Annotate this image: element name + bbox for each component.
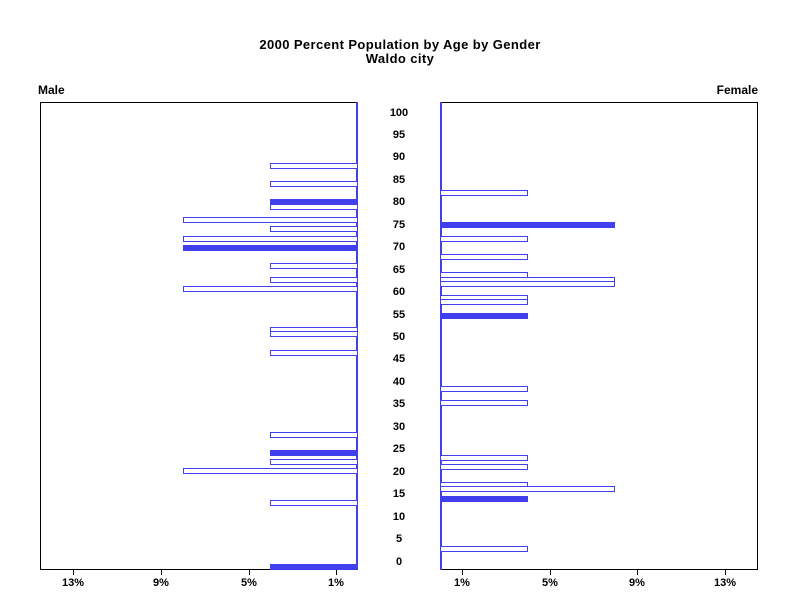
age-tick-label-50: 50 [392,331,406,343]
age-tick-label-35: 35 [392,398,406,410]
male-bar-age-0 [270,564,358,570]
left-tick-label-9%: 9% [153,577,169,589]
male-bar-age-84 [270,181,358,187]
female-bar-age-55 [440,313,528,319]
male-bar-age-76 [183,217,358,223]
female-bar-age-24 [440,455,528,461]
right-tick-label-13%: 13% [713,577,737,589]
left-tick-5% [249,570,250,575]
age-tick-label-95: 95 [392,129,406,141]
female-bar-age-62 [440,281,615,287]
male-bar-age-21 [183,468,358,474]
age-tick-label-5: 5 [395,533,403,545]
female-bar-age-22 [440,464,528,470]
female-bar-age-75 [440,222,615,228]
male-bar-age-29 [270,432,358,438]
left-tick-13% [73,570,74,575]
female-panel-label: Female [716,83,758,97]
right-tick-label-1%: 1% [454,577,470,589]
right-tick-1% [462,570,463,575]
chart-title: 2000 Percent Population by Age by Gender… [0,38,800,66]
age-tick-label-25: 25 [392,443,406,455]
male-bar-age-72 [183,236,358,242]
age-tick-label-0: 0 [395,556,403,568]
age-tick-label-100: 100 [389,107,409,119]
age-tick-label-45: 45 [392,353,406,365]
age-tick-label-15: 15 [392,488,406,500]
female-bar-age-15 [440,496,528,502]
age-tick-label-70: 70 [392,241,406,253]
age-tick-label-65: 65 [392,264,406,276]
male-bar-age-88 [270,163,358,169]
right-tick-13% [725,570,726,575]
left-tick-label-13%: 13% [61,577,85,589]
right-tick-9% [637,570,638,575]
age-tick-label-30: 30 [392,421,406,433]
female-bar-age-68 [440,254,528,260]
left-tick-9% [161,570,162,575]
male-bar-age-63 [270,277,358,283]
age-tick-label-40: 40 [392,376,406,388]
female-plot-panel [440,102,758,570]
male-bar-age-47 [270,350,358,356]
female-bar-age-17 [440,486,615,492]
male-bar-age-23 [270,459,358,465]
male-bar-age-25 [270,450,358,456]
right-tick-5% [550,570,551,575]
chart-title-line2: Waldo city [365,51,435,66]
female-bar-age-82 [440,190,528,196]
right-tick-label-5%: 5% [542,577,558,589]
male-panel-label: Male [38,83,65,97]
age-tick-label-60: 60 [392,286,406,298]
age-tick-label-75: 75 [392,219,406,231]
age-tick-label-80: 80 [392,196,406,208]
age-tick-label-55: 55 [392,309,406,321]
male-bar-age-14 [270,500,358,506]
age-tick-label-20: 20 [392,466,406,478]
age-tick-label-10: 10 [392,511,406,523]
left-tick-label-1%: 1% [328,577,344,589]
female-bar-age-72 [440,236,528,242]
chart-title-line1: 2000 Percent Population by Age by Gender [259,37,541,52]
female-inner-axis-line [440,102,442,570]
left-tick-1% [336,570,337,575]
age-tick-label-90: 90 [392,151,406,163]
male-bar-age-79 [270,204,358,210]
female-bar-age-4 [440,546,528,552]
male-bar-age-74 [270,226,358,232]
male-bar-age-61 [183,286,358,292]
female-bar-age-36 [440,400,528,406]
female-bar-age-58 [440,299,528,305]
female-bar-age-39 [440,386,528,392]
age-tick-label-85: 85 [392,174,406,186]
male-bar-age-70 [183,245,358,251]
left-tick-label-5%: 5% [241,577,257,589]
male-bar-age-51 [270,331,358,337]
right-tick-label-9%: 9% [629,577,645,589]
male-bar-age-66 [270,263,358,269]
